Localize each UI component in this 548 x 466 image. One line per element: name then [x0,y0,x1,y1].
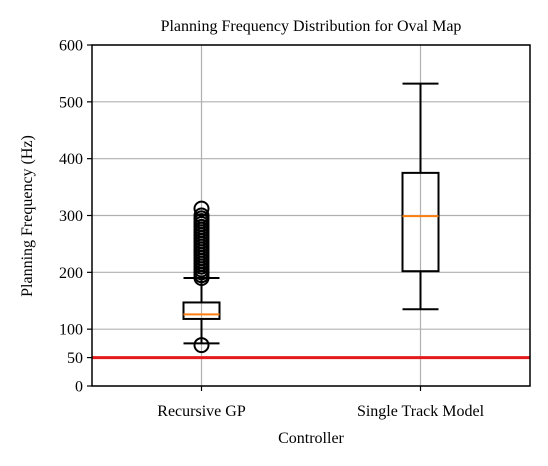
boxes-group [182,82,440,354]
y-tick-label: 50 [67,350,83,367]
y-tick-label: 400 [59,151,83,168]
y-tick-label: 600 [59,38,83,55]
y-tick-label: 300 [59,208,83,225]
outlier-point [193,337,210,354]
x-tick-label: Recursive GP [157,403,246,420]
x-axis-label: Controller [278,430,344,447]
y-axis-label: Planning Frequency (Hz) [19,135,36,297]
iqr-box [182,301,221,320]
x-axis-ticks: Recursive GP Single Track Model [157,386,485,420]
iqr-box [401,171,440,273]
outlier-point [193,200,210,217]
y-tick-label: 500 [59,94,83,111]
outlier-point [193,207,210,224]
y-tick-label: 0 [75,379,83,396]
grid-lines [92,44,530,387]
x-tick-label: Single Track Model [357,403,485,420]
y-axis-ticks: 0 50 100 200 300 400 500 600 [59,38,92,396]
y-tick-label: 200 [59,265,83,282]
chart-title: Planning Frequency Distribution for Oval… [161,18,462,35]
box-1 [182,200,221,354]
box-2 [401,82,440,311]
y-tick-label: 100 [59,322,83,339]
